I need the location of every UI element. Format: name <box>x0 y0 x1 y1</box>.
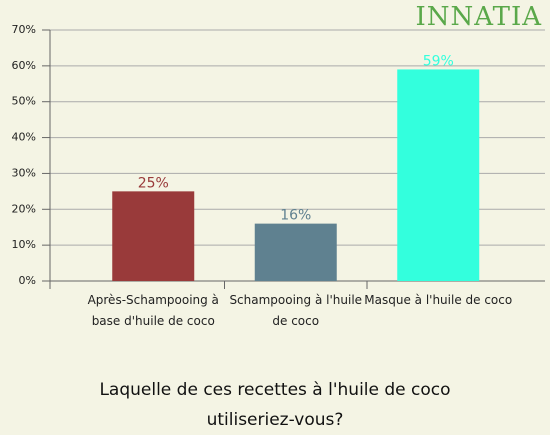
bar <box>254 223 337 281</box>
value-label: 59% <box>423 53 454 69</box>
bar <box>112 191 195 281</box>
logo: INNATIA <box>415 2 542 32</box>
y-tick-label: 30% <box>12 166 36 179</box>
y-tick-label: 40% <box>12 131 36 144</box>
y-tick-label: 70% <box>12 23 36 36</box>
x-tick-label: Masque à l'huile de coco <box>364 293 513 307</box>
x-tick-label: Après-Schampooing à base d'huile de coco <box>87 293 219 328</box>
y-tick-label: 60% <box>12 59 36 72</box>
y-tick-label: 10% <box>12 238 36 251</box>
y-tick-label: 0% <box>19 274 36 287</box>
bar <box>397 69 480 281</box>
y-tick-label: 20% <box>12 202 36 215</box>
chart-title: Laquelle de ces recettes à l'huile de co… <box>99 380 451 430</box>
y-tick-label: 50% <box>12 95 36 108</box>
x-tick-label: Schampooing à l'huile de coco <box>229 293 363 328</box>
value-label: 16% <box>280 208 311 224</box>
value-label: 25% <box>138 175 169 191</box>
